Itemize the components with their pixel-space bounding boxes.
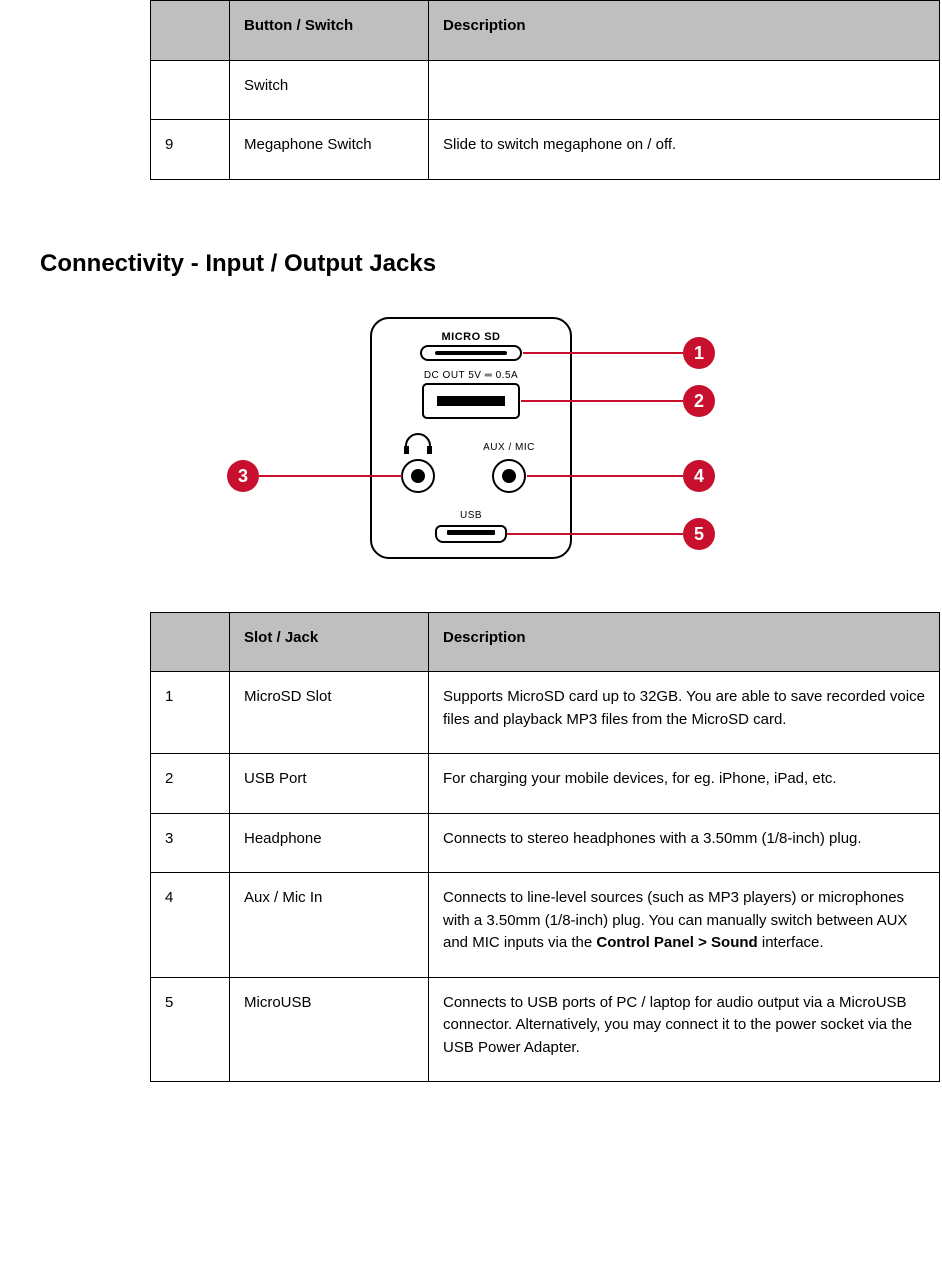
label-dcout: DC OUT 5V ═ 0.5A [424,370,518,381]
cell-num: 9 [151,120,230,180]
desc-post: interface. [758,934,824,951]
desc-bold: Control Panel > Sound [596,934,757,951]
cell-name: USB Port [230,754,429,814]
cell-desc: Connects to USB ports of PC / laptop for… [429,977,940,1082]
cell-num: 3 [151,813,230,873]
table-row: 9 Megaphone Switch Slide to switch megap… [151,120,940,180]
button-switch-table: Button / Switch Description Switch 9 Meg… [150,0,940,180]
label-auxmic: AUX / MIC [483,442,535,453]
table1-header-name: Button / Switch [230,1,429,61]
cell-desc: Slide to switch megaphone on / off. [429,120,940,180]
cell-num [151,60,230,120]
label-usb: USB [460,510,482,521]
cell-num: 1 [151,672,230,754]
cell-desc: Connects to line-level sources (such as … [429,873,940,978]
table-row: 2 USB Port For charging your mobile devi… [151,754,940,814]
svg-text:3: 3 [238,466,248,486]
svg-text:4: 4 [694,466,704,486]
callout-5: 5 [683,518,715,550]
slot-jack-table: Slot / Jack Description 1 MicroSD Slot S… [150,612,940,1083]
callout-4: 4 [683,460,715,492]
cell-desc: Connects to stereo headphones with a 3.5… [429,813,940,873]
section-heading-connectivity: Connectivity - Input / Output Jacks [40,250,922,278]
table-row: 5 MicroUSB Connects to USB ports of PC /… [151,977,940,1082]
cell-name: Megaphone Switch [230,120,429,180]
cell-name: MicroSD Slot [230,672,429,754]
cell-desc: For charging your mobile devices, for eg… [429,754,940,814]
table1-header-blank [151,1,230,61]
table2-header-desc: Description [429,612,940,672]
table1-header-desc: Description [429,1,940,61]
cell-name: Switch [230,60,429,120]
cell-name: Aux / Mic In [230,873,429,978]
callout-1: 1 [683,337,715,369]
label-microsd: MICRO SD [442,331,501,343]
table-row: 3 Headphone Connects to stereo headphone… [151,813,940,873]
table-row: 4 Aux / Mic In Connects to line-level so… [151,873,940,978]
svg-text:5: 5 [694,524,704,544]
cell-num: 4 [151,873,230,978]
callout-2: 2 [683,385,715,417]
cell-desc: Supports MicroSD card up to 32GB. You ar… [429,672,940,754]
cell-num: 5 [151,977,230,1082]
table2-header-name: Slot / Jack [230,612,429,672]
cell-name: Headphone [230,813,429,873]
cell-desc [429,60,940,120]
table2-header-blank [151,612,230,672]
cell-name: MicroUSB [230,977,429,1082]
callout-3: 3 [227,460,259,492]
svg-text:1: 1 [694,343,704,363]
cell-num: 2 [151,754,230,814]
connectivity-diagram: MICRO SD DC OUT 5V ═ 0.5A AUX / MIC USB [20,308,922,572]
table-row: Switch [151,60,940,120]
svg-text:2: 2 [694,391,704,411]
table-row: 1 MicroSD Slot Supports MicroSD card up … [151,672,940,754]
